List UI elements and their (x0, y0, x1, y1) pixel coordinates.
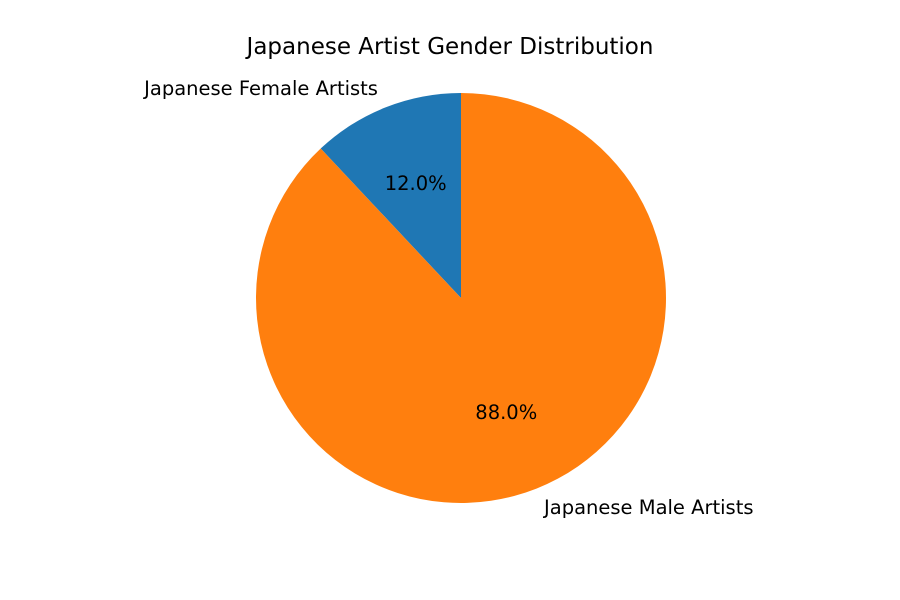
pie-percent-label-japanese-male-artists: 88.0% (475, 401, 537, 424)
pie-slice-japanese-male-artists (256, 93, 667, 504)
chart-title: Japanese Artist Gender Distribution (246, 34, 654, 60)
pie-category-label-japanese-female-artists: Japanese Female Artists (142, 77, 378, 100)
pie-category-label-japanese-male-artists: Japanese Male Artists (542, 496, 754, 519)
pie-percent-label-japanese-female-artists: 12.0% (385, 172, 447, 195)
pie-slice-japanese-female-artists (320, 93, 461, 298)
